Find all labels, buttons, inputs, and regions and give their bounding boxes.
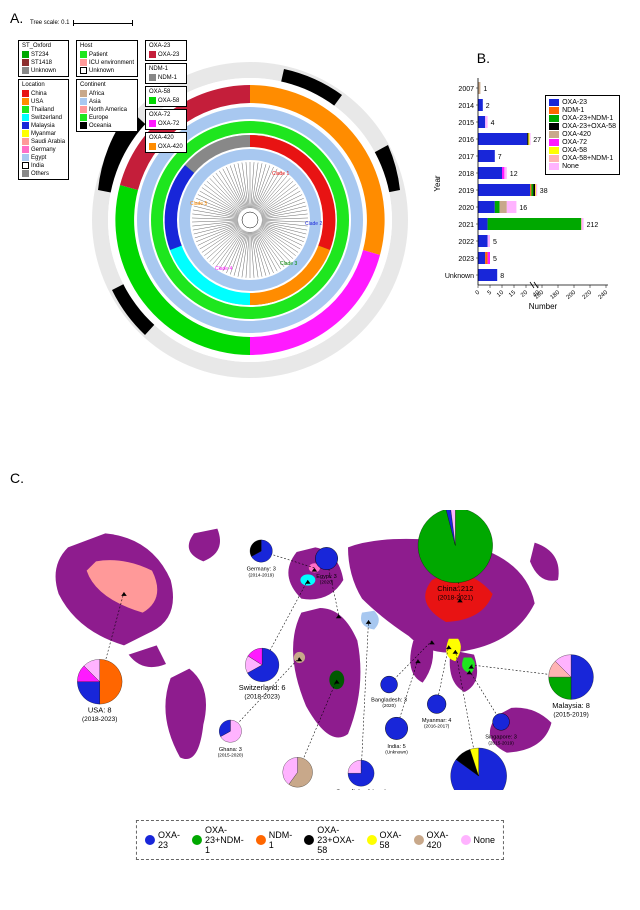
panel-b-label: B. [477, 50, 490, 66]
legend-c: OXA-23 OXA-23+NDM-1 NDM-1 OXA-23+OXA-58 OXA-… [136, 820, 504, 860]
svg-text:2015: 2015 [458, 120, 474, 127]
svg-text:Number: Number [529, 302, 558, 310]
svg-text:China: 212: China: 212 [437, 584, 473, 593]
svg-text:7: 7 [498, 154, 502, 161]
svg-text:200: 200 [566, 289, 578, 300]
legend-b: OXA-23NDM-1OXA-23+NDM-1OXA-23+OXA-58OXA-… [545, 95, 620, 175]
svg-text:Zambia: 5: Zambia: 5 [281, 789, 314, 790]
svg-text:4: 4 [491, 120, 495, 127]
saudi-region [361, 611, 379, 630]
svg-text:27: 27 [533, 137, 541, 144]
legend-st-location: ST_OxfordST234ST1418Unknown LocationChin… [18, 40, 69, 180]
svg-text:USA: 8: USA: 8 [88, 706, 112, 715]
svg-text:180: 180 [550, 289, 562, 300]
svg-text:(2015-2019): (2015-2019) [553, 711, 589, 718]
svg-text:16: 16 [519, 205, 527, 212]
svg-text:0: 0 [475, 289, 482, 296]
legend-c-item: OXA-23+NDM-1 [192, 825, 244, 855]
svg-text:Malaysia: 8: Malaysia: 8 [552, 701, 590, 710]
svg-text:10: 10 [496, 289, 505, 298]
svg-text:5: 5 [487, 289, 494, 296]
svg-text:8: 8 [500, 273, 504, 280]
tree-scale-text: Tree scale: 0.1 [30, 20, 69, 26]
svg-text:5: 5 [493, 239, 497, 246]
svg-text:(2015-2019): (2015-2019) [488, 740, 514, 745]
legend-host-continent: HostPatientICU environmentUnknown Contin… [76, 40, 138, 132]
legend-c-item: NDM-1 [256, 825, 293, 855]
panel-a: Tree scale: 0.1 [10, 20, 420, 420]
svg-text:(2018-2021): (2018-2021) [438, 595, 474, 602]
panel-b: 2007120142201542016272017720181220193820… [430, 70, 630, 310]
svg-text:(2020): (2020) [320, 580, 334, 585]
svg-text:(2018-2023): (2018-2023) [244, 694, 280, 701]
legend-c-item: OXA-23 [145, 825, 180, 855]
svg-text:2021: 2021 [458, 222, 474, 229]
scale-bar [73, 23, 133, 24]
svg-text:Clade 2: Clade 2 [305, 221, 322, 227]
svg-text:12: 12 [510, 171, 518, 178]
svg-text:20: 20 [520, 289, 529, 298]
svg-text:Clade 1: Clade 1 [272, 171, 289, 177]
svg-text:Year: Year [433, 175, 442, 192]
svg-text:(2016-2017): (2016-2017) [424, 723, 450, 728]
legend-c-item: OXA-58 [366, 825, 401, 855]
svg-text:212: 212 [587, 222, 599, 229]
world-map: USA: 8(2018-2023)Germany: 3(2014-2019)Eg… [20, 510, 620, 790]
svg-text:(2014-2019): (2014-2019) [249, 572, 275, 577]
svg-text:Switzerland: 6: Switzerland: 6 [239, 683, 286, 692]
svg-text:2022: 2022 [458, 239, 474, 246]
legend-c-item: OXA-420 [414, 825, 449, 855]
svg-text:Unknown: Unknown [445, 273, 474, 280]
svg-text:15: 15 [508, 289, 517, 298]
svg-text:2016: 2016 [458, 137, 474, 144]
svg-text:220: 220 [582, 289, 594, 300]
panel-c: USA: 8(2018-2023)Germany: 3(2014-2019)Eg… [10, 490, 630, 860]
svg-text:2014: 2014 [458, 103, 474, 110]
svg-text:1: 1 [483, 86, 487, 93]
svg-text:(2018-2023): (2018-2023) [82, 716, 118, 723]
svg-text:2023: 2023 [458, 256, 474, 263]
svg-text:Clade 3: Clade 3 [280, 261, 297, 267]
tree-scale: Tree scale: 0.1 [30, 20, 133, 26]
svg-text:Clade 4: Clade 4 [215, 266, 232, 272]
legend-genes: OXA-23OXA-23 NDM-1NDM-1 OXA-58OXA-58 OXA… [145, 40, 187, 153]
svg-text:5: 5 [493, 256, 497, 263]
legend-c-item: None [461, 825, 496, 855]
panel-c-label: C. [10, 470, 24, 486]
svg-text:Clade 5: Clade 5 [190, 201, 207, 207]
svg-text:2018: 2018 [458, 171, 474, 178]
svg-text:(2020): (2020) [382, 703, 396, 708]
legend-c-item: OXA-23+OXA-58 [304, 825, 354, 855]
svg-text:Saudi Arabia: 4: Saudi Arabia: 4 [336, 788, 387, 790]
svg-text:2020: 2020 [458, 205, 474, 212]
svg-text:(Unknown): (Unknown) [385, 750, 408, 755]
svg-text:2: 2 [486, 103, 490, 110]
svg-text:2017: 2017 [458, 154, 474, 161]
svg-text:38: 38 [540, 188, 548, 195]
svg-text:2019: 2019 [458, 188, 474, 195]
svg-text:(2015-2020): (2015-2020) [218, 752, 244, 757]
svg-text:240: 240 [598, 289, 610, 300]
svg-text:2007: 2007 [458, 86, 474, 93]
